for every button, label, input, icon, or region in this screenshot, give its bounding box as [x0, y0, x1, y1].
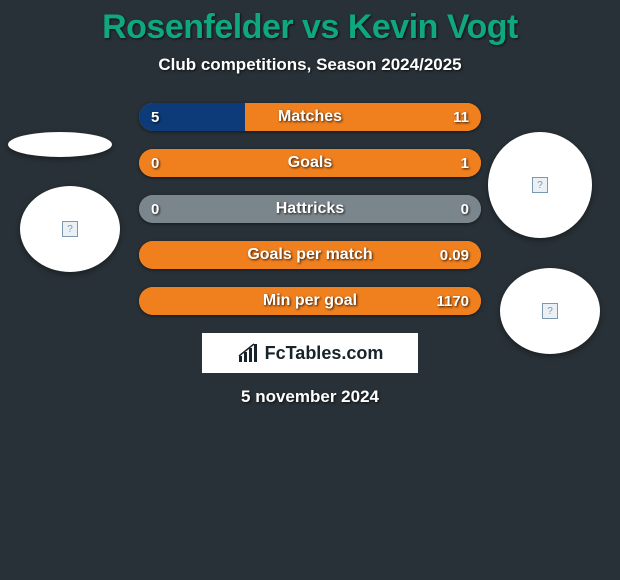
attribution-badge: FcTables.com [202, 333, 418, 373]
bar-chart-icon [237, 342, 259, 364]
player-oval-right-main: ? [500, 268, 600, 354]
attribution-text: FcTables.com [265, 343, 384, 364]
image-placeholder-icon: ? [62, 221, 78, 237]
stats-container: 511Matches 01Goals 00Hattricks 0.09Goals pe… [139, 103, 481, 315]
stat-row: 0.09Goals per match [139, 241, 481, 269]
stat-label: Goals [139, 149, 481, 177]
comparison-title: Rosenfelder vs Kevin Vogt [0, 8, 620, 47]
stat-row: 1170Min per goal [139, 287, 481, 315]
stat-row: 511Matches [139, 103, 481, 131]
image-placeholder-icon: ? [532, 177, 548, 193]
stat-row: 01Goals [139, 149, 481, 177]
stat-label: Min per goal [139, 287, 481, 315]
comparison-subtitle: Club competitions, Season 2024/2025 [0, 55, 620, 75]
stat-label: Goals per match [139, 241, 481, 269]
player-oval-left-main: ? [20, 186, 120, 272]
player-oval-right-top: ? [488, 132, 592, 238]
player-oval-left-top [8, 132, 112, 157]
stat-label: Hattricks [139, 195, 481, 223]
generation-date: 5 november 2024 [0, 387, 620, 407]
stat-row: 00Hattricks [139, 195, 481, 223]
image-placeholder-icon: ? [542, 303, 558, 319]
stat-label: Matches [139, 103, 481, 131]
